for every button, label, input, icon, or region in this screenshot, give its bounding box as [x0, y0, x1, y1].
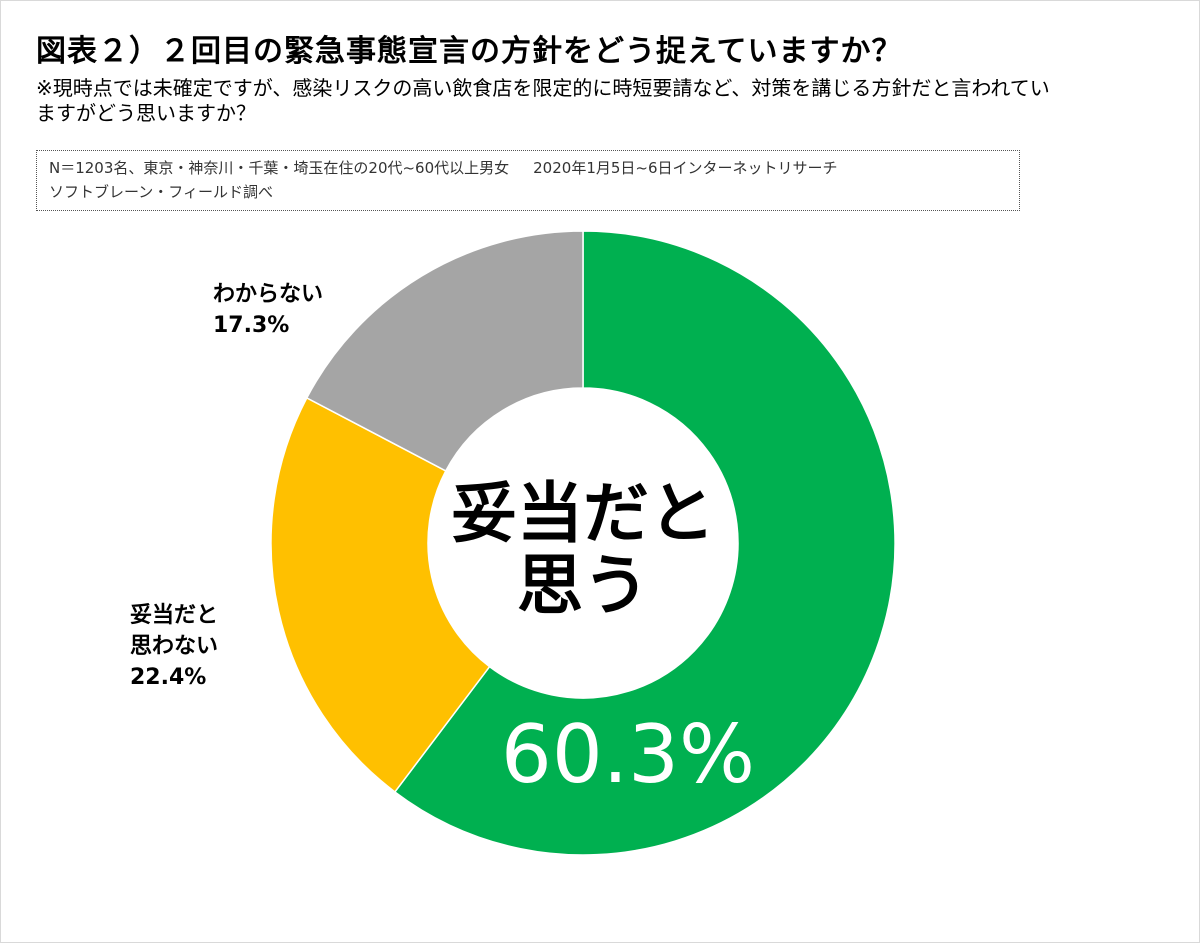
source-line-1: N＝1203名、東京・神奈川・千葉・埼玉在住の20代~60代以上男女 2020年1… — [49, 156, 1007, 180]
slice-value-disagree: 22.4% — [130, 665, 206, 690]
slice-agree — [393, 230, 896, 856]
source-line-2: ソフトブレーン・フィールド調べ — [49, 183, 273, 201]
slice-value-unknown: 17.3% — [213, 313, 289, 338]
center-label-line-2: 思う — [517, 547, 649, 624]
slice-label-unknown: わからない — [213, 282, 323, 307]
slice-label-disagree-line-1: 妥当だと — [130, 603, 218, 628]
center-label-line-1: 妥当だと — [451, 475, 715, 552]
slice-value-agree: 60.3% — [501, 708, 755, 801]
slice-label-disagree-line-2: 思わない — [130, 634, 218, 659]
chart-subtitle: ※現時点では未確定ですが、感染リスクの高い飲食店を限定的に時短要請など、対策を講… — [36, 76, 1050, 125]
source-sample: N＝1203名、東京・神奈川・千葉・埼玉在住の20代~60代以上男女 — [49, 159, 510, 177]
chart-title: 図表２）２回目の緊急事態宣言の方針をどう捉えていますか？ — [36, 34, 903, 69]
slice-unknown — [305, 230, 584, 472]
source-method: 2020年1月5日~6日インターネットリサーチ — [533, 159, 838, 177]
slice-disagree — [270, 396, 491, 793]
source-note: N＝1203名、東京・神奈川・千葉・埼玉在住の20代~60代以上男女 2020年1… — [36, 150, 1020, 211]
